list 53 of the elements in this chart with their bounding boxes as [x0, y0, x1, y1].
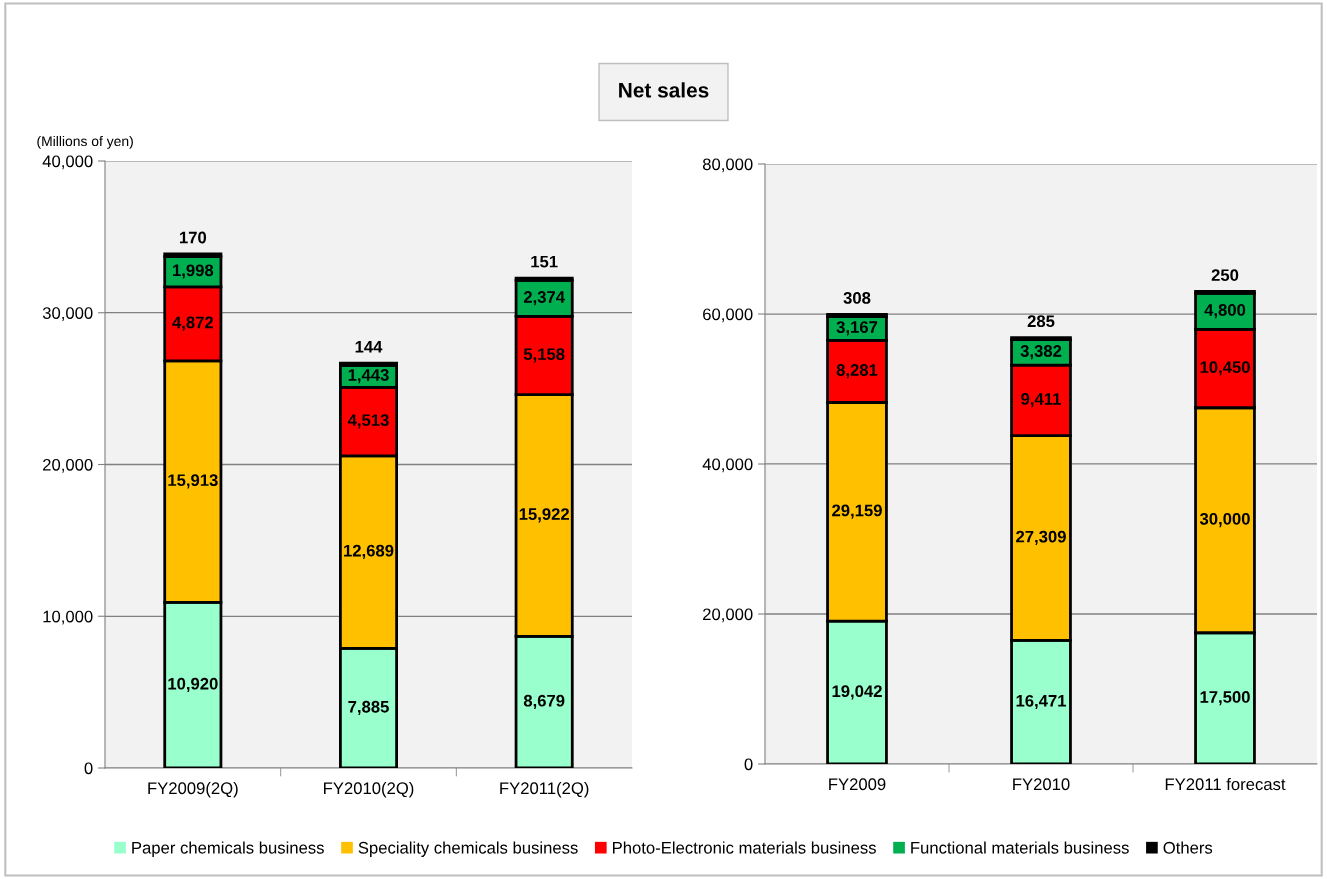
- legend-label: Speciality chemicals business: [358, 841, 578, 857]
- y-tick-label: 60,000: [703, 308, 753, 323]
- y-tick-label: 20,000: [43, 458, 93, 473]
- y-tick-label: 20,000: [703, 608, 753, 623]
- data-label: 9,411: [1021, 393, 1061, 408]
- data-label: 1,443: [348, 369, 389, 384]
- data-label: 285: [1027, 315, 1055, 328]
- y-tick-label: 80,000: [702, 158, 753, 173]
- data-label: 8,679: [523, 694, 565, 710]
- data-label: 2,374: [523, 291, 565, 306]
- data-label: 3,167: [836, 321, 878, 336]
- x-tick-label: FY2009: [829, 778, 886, 791]
- y-tick-label: 10,000: [43, 610, 93, 625]
- chart-title: Net sales: [619, 82, 709, 98]
- data-label: 3,382: [1020, 345, 1062, 360]
- data-label: 12,689: [344, 544, 394, 559]
- data-label: 151: [531, 255, 558, 268]
- legend-label: Others: [1163, 841, 1213, 854]
- data-label: 17,500: [1200, 691, 1250, 706]
- data-label: 15,913: [168, 474, 218, 489]
- data-label: 19,042: [832, 685, 882, 700]
- data-label: 27,309: [1016, 530, 1066, 545]
- y-tick-label: 30,000: [42, 307, 93, 321]
- x-tick-label: FY2009(2Q): [148, 781, 238, 798]
- y-axis-title: (Millions of yen): [37, 135, 133, 149]
- legend-label: Photo-Electronic materials business: [613, 841, 876, 854]
- x-tick-label: FY2011(2Q): [500, 781, 589, 798]
- data-label: 144: [355, 341, 383, 353]
- legend-label: Paper chemicals business: [132, 841, 324, 857]
- data-label: 4,872: [172, 316, 214, 331]
- data-label: 308: [843, 292, 871, 304]
- x-tick-label: FY2010(2Q): [324, 781, 414, 798]
- legend-label: Functional materials business: [911, 841, 1129, 854]
- y-tick-label: 40,000: [42, 155, 93, 170]
- y-tick-label: 0: [84, 762, 93, 775]
- data-label: 170: [179, 231, 207, 244]
- data-label: 250: [1211, 269, 1239, 282]
- x-tick-label: FY2010: [1013, 778, 1070, 791]
- data-label: 1,998: [173, 264, 214, 279]
- data-label: 15,922: [519, 508, 569, 523]
- data-label: 5,158: [523, 348, 565, 363]
- y-tick-label: 0: [744, 758, 753, 771]
- data-label: 10,450: [1200, 361, 1250, 376]
- data-label: 10,920: [168, 677, 218, 693]
- data-label: 4,800: [1204, 304, 1246, 319]
- data-label: 16,471: [1016, 694, 1067, 710]
- y-tick-label: 40,000: [702, 458, 753, 473]
- data-label: 7,885: [348, 700, 389, 716]
- data-label: 4,513: [347, 414, 389, 429]
- data-label: 8,281: [836, 364, 878, 379]
- x-tick-label: FY2011 forecast: [1165, 777, 1286, 791]
- data-label: 30,000: [1199, 512, 1250, 528]
- data-label: 29,159: [832, 504, 882, 519]
